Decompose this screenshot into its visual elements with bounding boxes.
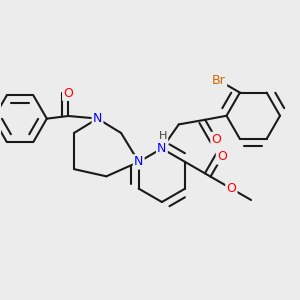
Text: O: O xyxy=(63,87,73,100)
Text: O: O xyxy=(212,133,221,146)
Text: N: N xyxy=(157,142,167,155)
Text: H: H xyxy=(159,131,167,142)
Text: O: O xyxy=(226,182,236,195)
Text: N: N xyxy=(93,112,102,125)
Text: O: O xyxy=(217,150,227,164)
Text: N: N xyxy=(134,155,143,168)
Text: Br: Br xyxy=(212,74,226,87)
